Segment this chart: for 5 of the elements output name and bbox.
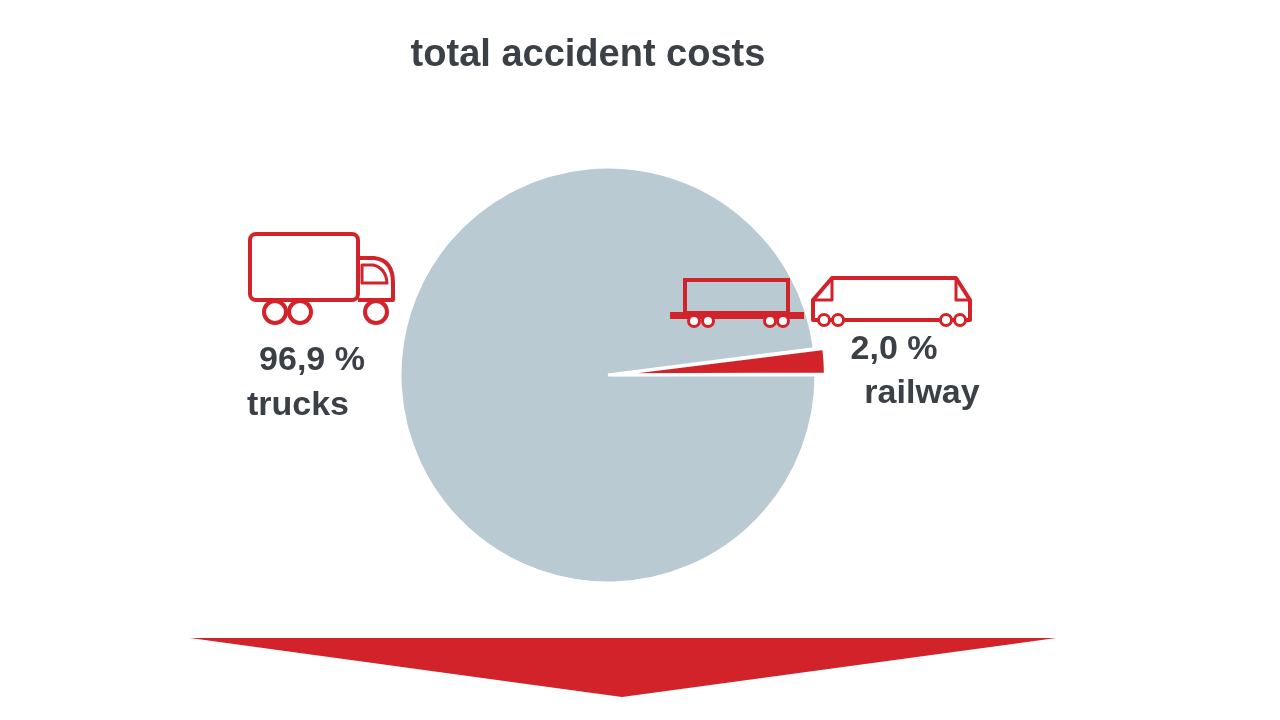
- chart-title: total accident costs: [409, 31, 767, 76]
- data-label: 2,0 %: [850, 328, 938, 367]
- slice-label: trucks: [246, 384, 350, 423]
- data-label: 96,9 %: [259, 339, 365, 378]
- slice-label: railway: [864, 372, 980, 411]
